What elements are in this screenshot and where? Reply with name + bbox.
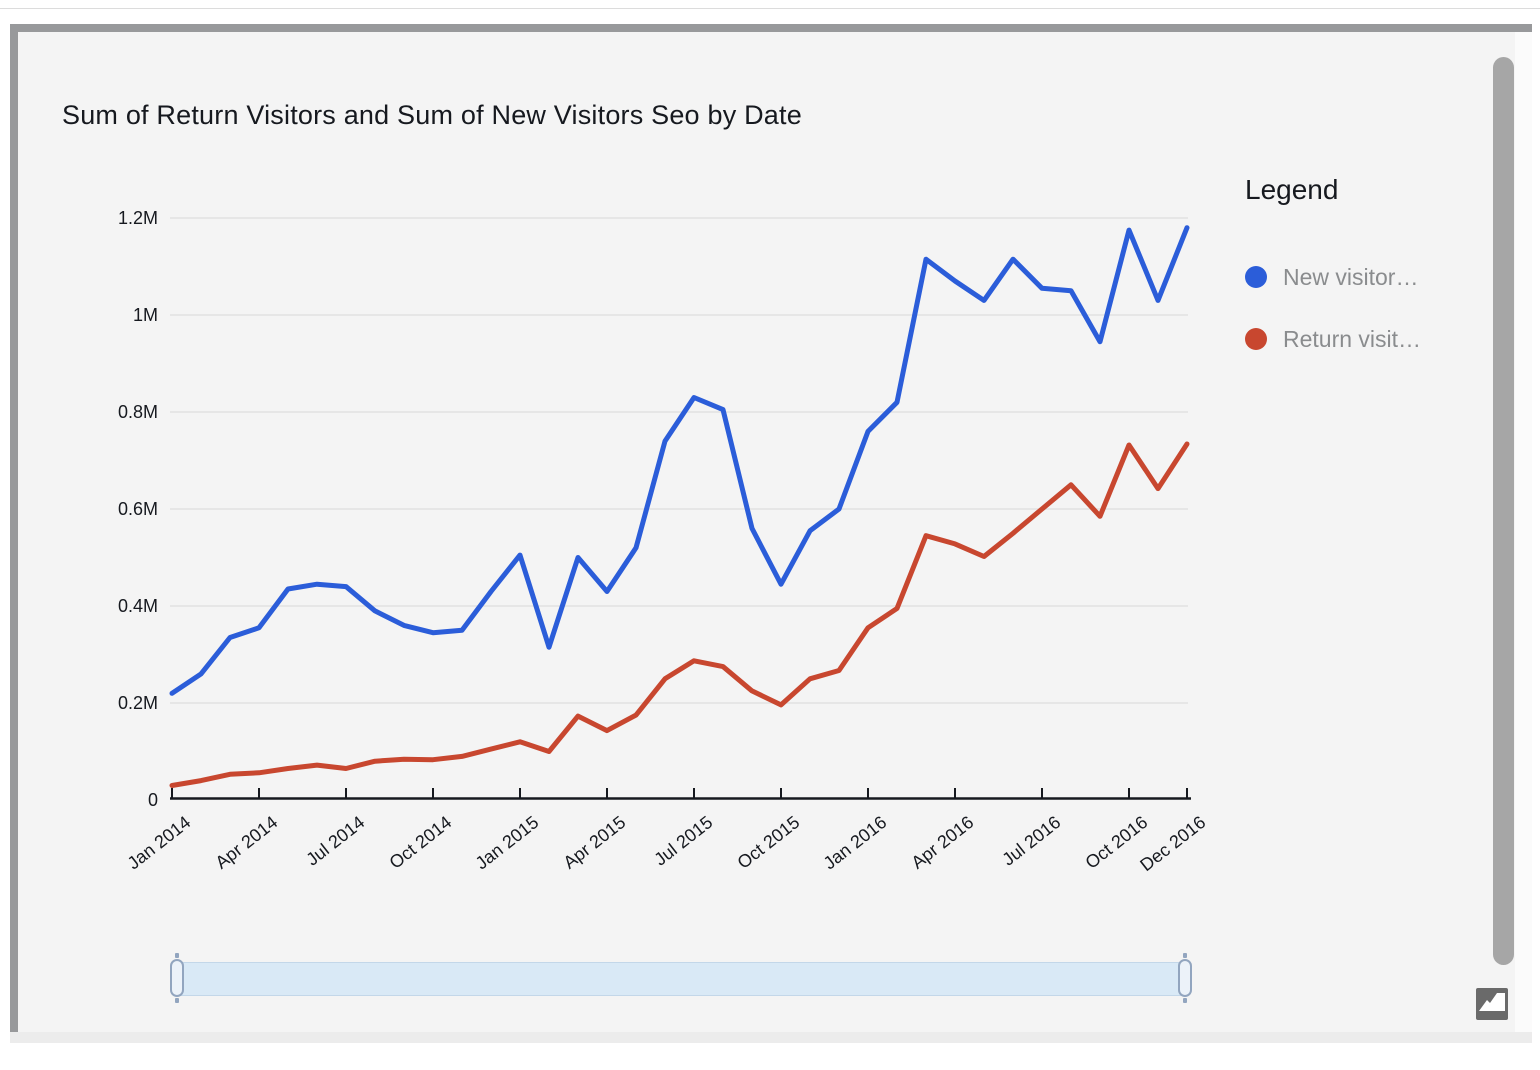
top-divider-line	[0, 8, 1540, 9]
slider-handle-right[interactable]	[1178, 953, 1192, 1003]
y-axis-tick-label: 0.4M	[117, 596, 158, 616]
slider-handle-stem	[175, 953, 179, 958]
legend-item-label: Return visit…	[1283, 325, 1422, 352]
y-axis-tick-label: 0.8M	[117, 402, 158, 422]
series-color-dot-blue	[1245, 266, 1267, 288]
series-color-dot-red	[1245, 328, 1267, 350]
x-axis-range-slider[interactable]	[170, 953, 1192, 1003]
slider-handle-stem	[1183, 953, 1187, 958]
legend: Legend New visitor… Return visit…	[1245, 174, 1495, 386]
resize-handle-icon[interactable]	[1476, 988, 1508, 1020]
slider-handle-left[interactable]	[170, 953, 184, 1003]
y-axis-tick-label: 1M	[132, 305, 158, 325]
y-axis-tick-label: 0	[147, 790, 158, 810]
slider-handle-stem	[1183, 998, 1187, 1003]
vertical-scrollbar-thumb[interactable]	[1493, 57, 1514, 965]
chart-title: Sum of Return Visitors and Sum of New Vi…	[62, 100, 802, 130]
slider-handle-stem	[175, 998, 179, 1003]
y-axis-tick-label: 0.6M	[117, 499, 158, 519]
scrollbar-track	[1515, 32, 1532, 1032]
legend-item-label: New visitor…	[1283, 263, 1419, 290]
y-axis-tick-label: 0.2M	[117, 693, 158, 713]
y-axis-tick-label: 1.2M	[117, 208, 158, 228]
legend-title: Legend	[1245, 174, 1339, 205]
panel-bottom-edge	[10, 1032, 1532, 1043]
legend-item-return-visitors[interactable]: Return visit…	[1245, 324, 1495, 354]
legend-item-new-visitors[interactable]: New visitor…	[1245, 262, 1495, 292]
